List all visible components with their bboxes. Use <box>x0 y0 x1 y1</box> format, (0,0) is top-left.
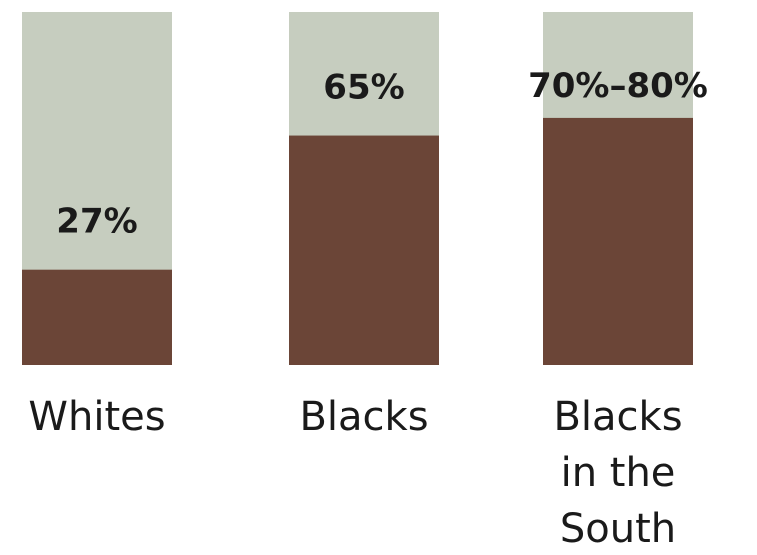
category-label-line: South <box>560 506 676 552</box>
bar-group: 70%–80% Blacks in the South <box>528 12 708 552</box>
category-label-line: Blacks <box>299 394 428 440</box>
bar <box>289 135 439 365</box>
bar-group: 65% Blacks <box>289 12 439 440</box>
category-label-line: Blacks <box>553 394 682 440</box>
data-label: 70%–80% <box>528 66 708 106</box>
category-label: Whites <box>28 394 165 440</box>
category-label: Blacks <box>299 394 428 440</box>
bar <box>543 117 693 366</box>
data-label: 65% <box>323 68 404 108</box>
category-label: Blacks in the South <box>553 394 682 552</box>
bar <box>22 269 172 365</box>
category-label-line: in the <box>561 450 676 496</box>
bar-group: 27% Whites <box>22 12 172 440</box>
category-label-line: Whites <box>28 394 165 440</box>
data-label: 27% <box>56 202 137 242</box>
